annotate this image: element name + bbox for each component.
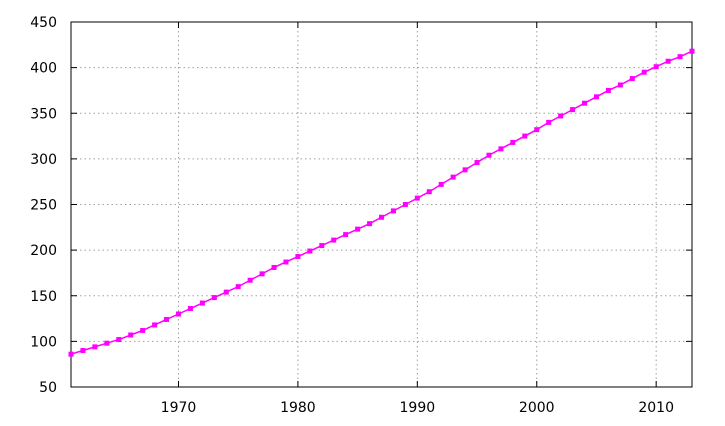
data-point	[534, 127, 540, 133]
data-point	[450, 174, 456, 180]
data-point	[617, 82, 623, 88]
data-point	[271, 264, 277, 270]
data-point	[558, 113, 564, 119]
data-point	[211, 295, 217, 301]
data-point	[379, 214, 384, 220]
data-point	[116, 337, 122, 343]
data-point	[677, 54, 683, 60]
y-tick-label: 50	[39, 380, 57, 396]
y-tick-label: 200	[30, 243, 57, 259]
data-point	[570, 107, 576, 113]
data-point	[152, 322, 158, 328]
data-point	[653, 64, 659, 70]
data-point	[510, 139, 516, 145]
data-point	[175, 311, 181, 317]
data-point	[259, 271, 265, 277]
y-tick-label: 450	[30, 15, 57, 31]
x-tick-label: 2000	[519, 400, 555, 416]
data-point	[247, 277, 253, 283]
y-tick-label: 100	[30, 334, 57, 350]
data-point	[414, 195, 420, 201]
data-point	[689, 48, 695, 54]
data-point	[426, 189, 432, 195]
data-point	[474, 160, 480, 166]
data-point	[355, 226, 361, 232]
data-point	[92, 344, 98, 350]
data-point	[641, 69, 647, 75]
data-point	[665, 58, 671, 64]
y-tick-label: 350	[30, 106, 57, 122]
data-point	[68, 351, 74, 357]
data-point	[438, 181, 444, 187]
data-point	[593, 94, 599, 100]
data-point	[283, 259, 289, 265]
x-tick-label: 1970	[161, 400, 197, 416]
x-tick-label: 1990	[400, 400, 436, 416]
y-tick-label: 300	[30, 152, 57, 168]
data-point	[629, 76, 635, 82]
data-point	[140, 327, 146, 333]
data-point	[199, 300, 205, 306]
y-tick-label: 250	[30, 198, 57, 214]
data-point	[462, 167, 468, 173]
data-series	[68, 48, 695, 357]
data-point	[128, 332, 134, 338]
data-point	[343, 232, 349, 238]
x-tick-label: 2010	[638, 400, 674, 416]
data-point	[367, 221, 373, 227]
data-point	[307, 248, 313, 254]
data-point	[390, 208, 396, 214]
data-point	[582, 100, 588, 106]
data-point	[235, 284, 241, 290]
data-point	[223, 289, 229, 295]
x-tick-label: 1980	[280, 400, 316, 416]
data-point	[104, 340, 110, 346]
data-point	[187, 306, 193, 312]
tick-labels: 50 100 150 200 250 300 350 400 450 1970 1980 1990 20…	[30, 15, 674, 416]
data-point	[498, 146, 504, 152]
data-point	[605, 87, 611, 93]
y-tick-label: 150	[30, 289, 57, 305]
data-point	[295, 254, 301, 260]
data-point	[402, 202, 408, 207]
grid-lines	[71, 22, 692, 387]
y-tick-label: 400	[30, 61, 57, 77]
axis-ticks	[71, 21, 692, 388]
data-point	[486, 152, 492, 158]
data-point	[331, 237, 337, 243]
data-point	[80, 348, 86, 353]
data-point	[164, 316, 170, 322]
data-point	[319, 243, 325, 249]
data-point	[522, 133, 528, 139]
data-point	[546, 119, 552, 125]
